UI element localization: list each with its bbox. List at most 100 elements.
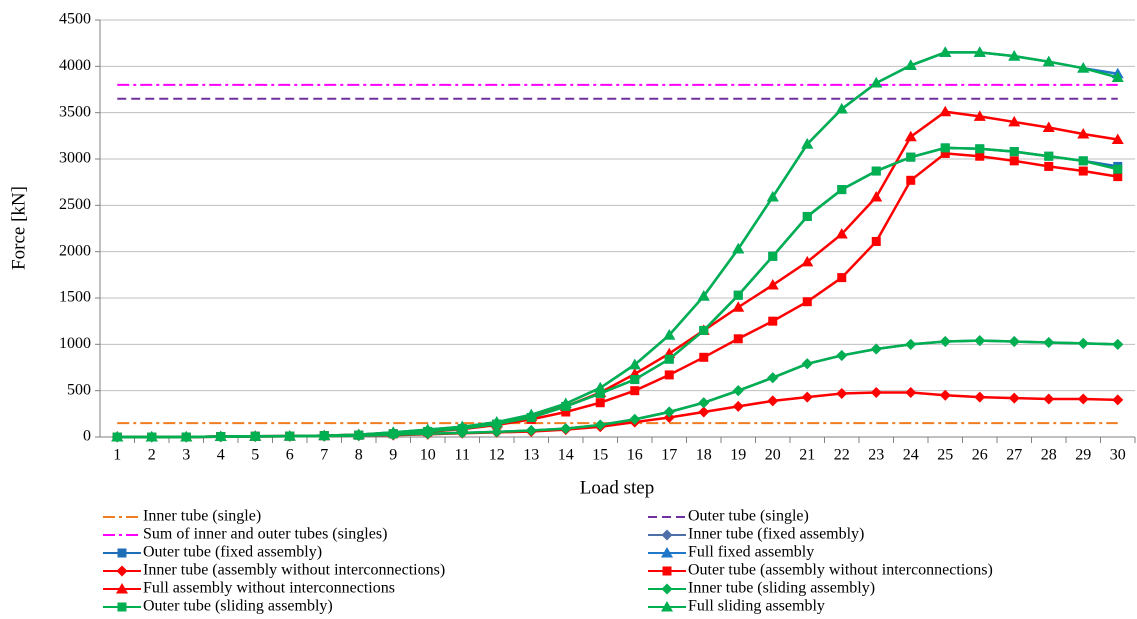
marker [975, 144, 985, 154]
x-tick-label: 29 [1075, 447, 1091, 464]
legend-label: Outer tube (fixed assembly) [143, 544, 322, 561]
y-tick-label: 2000 [59, 242, 91, 259]
marker [836, 387, 848, 399]
x-tick-label: 28 [1041, 447, 1057, 464]
legend-label: Outer tube (assembly without interconnec… [688, 562, 993, 579]
marker [1111, 71, 1124, 82]
x-tick-label: 11 [455, 447, 470, 464]
marker [973, 46, 986, 57]
marker [870, 77, 883, 88]
x-tick-label: 10 [420, 447, 436, 464]
marker [490, 416, 503, 427]
legend-label: Full sliding assembly [688, 598, 825, 615]
x-tick-label: 26 [972, 447, 988, 464]
marker [559, 397, 572, 409]
marker [595, 388, 605, 398]
marker [767, 395, 779, 407]
legend-label: Outer tube (sliding assembly) [143, 598, 333, 615]
marker [906, 175, 916, 185]
x-tick-label: 3 [182, 447, 190, 464]
legend-label: Inner tube (sliding assembly) [688, 580, 875, 597]
marker [629, 413, 641, 425]
marker [904, 59, 917, 70]
marker [698, 406, 710, 418]
marker [940, 148, 950, 158]
x-tick-label: 24 [903, 447, 919, 464]
y-tick-label: 4500 [59, 11, 91, 28]
marker [939, 105, 952, 117]
marker [1077, 393, 1089, 405]
marker [871, 166, 881, 176]
series [111, 335, 1124, 443]
marker [1009, 156, 1019, 166]
marker [352, 428, 365, 440]
marker [663, 412, 675, 424]
y-tick-label: 4000 [59, 57, 91, 74]
marker [767, 372, 779, 384]
marker [768, 251, 778, 261]
x-tick-label: 19 [730, 447, 746, 464]
marker [664, 370, 674, 380]
marker [387, 426, 400, 437]
marker [1008, 115, 1021, 127]
marker [1043, 336, 1055, 348]
marker [561, 407, 571, 417]
marker [117, 602, 127, 612]
marker [661, 529, 673, 541]
marker [906, 152, 916, 162]
marker [732, 400, 744, 412]
marker [801, 391, 813, 403]
y-tick-label: 0 [83, 428, 91, 445]
series [111, 335, 1124, 443]
marker [180, 431, 193, 442]
legend-label: Outer tube (single) [688, 508, 809, 525]
x-tick-label: 6 [286, 447, 294, 464]
marker [491, 426, 503, 438]
marker [939, 389, 951, 401]
marker [801, 358, 813, 370]
marker [697, 290, 710, 301]
y-axis-title: Force [kN] [8, 186, 29, 270]
marker [421, 423, 434, 435]
x-tick-label: 14 [558, 447, 574, 464]
x-tick-label: 12 [489, 447, 505, 464]
x-tick-label: 20 [765, 447, 781, 464]
marker [318, 429, 331, 441]
marker [1077, 62, 1090, 73]
marker [662, 566, 672, 576]
marker [733, 290, 743, 300]
marker [594, 381, 607, 393]
x-tick-label: 16 [627, 447, 643, 464]
marker [214, 430, 227, 442]
marker [905, 387, 917, 399]
marker [630, 386, 640, 396]
marker [939, 46, 952, 57]
x-tick-label: 23 [868, 447, 884, 464]
marker [732, 385, 744, 397]
marker [663, 329, 676, 340]
marker [768, 316, 778, 326]
series-line [117, 391, 1118, 439]
x-tick-label: 7 [320, 447, 328, 464]
marker [111, 431, 124, 442]
marker [1044, 161, 1054, 171]
legend-label: Inner tube (fixed assembly) [688, 526, 864, 543]
legend-label: Inner tube (single) [143, 508, 261, 525]
marker [117, 548, 127, 558]
marker [560, 423, 572, 435]
x-tick-label: 22 [834, 447, 850, 464]
marker [699, 325, 709, 335]
marker [940, 143, 950, 153]
series-line [117, 152, 1118, 439]
y-tick-label: 2500 [59, 196, 91, 213]
series [111, 46, 1124, 442]
series-line [117, 110, 1118, 439]
marker [870, 343, 882, 355]
y-tick-label: 500 [67, 381, 91, 398]
marker [733, 334, 743, 344]
x-tick-label: 17 [661, 447, 677, 464]
marker [249, 430, 262, 441]
marker [835, 228, 848, 239]
x-tick-label: 2 [148, 447, 156, 464]
